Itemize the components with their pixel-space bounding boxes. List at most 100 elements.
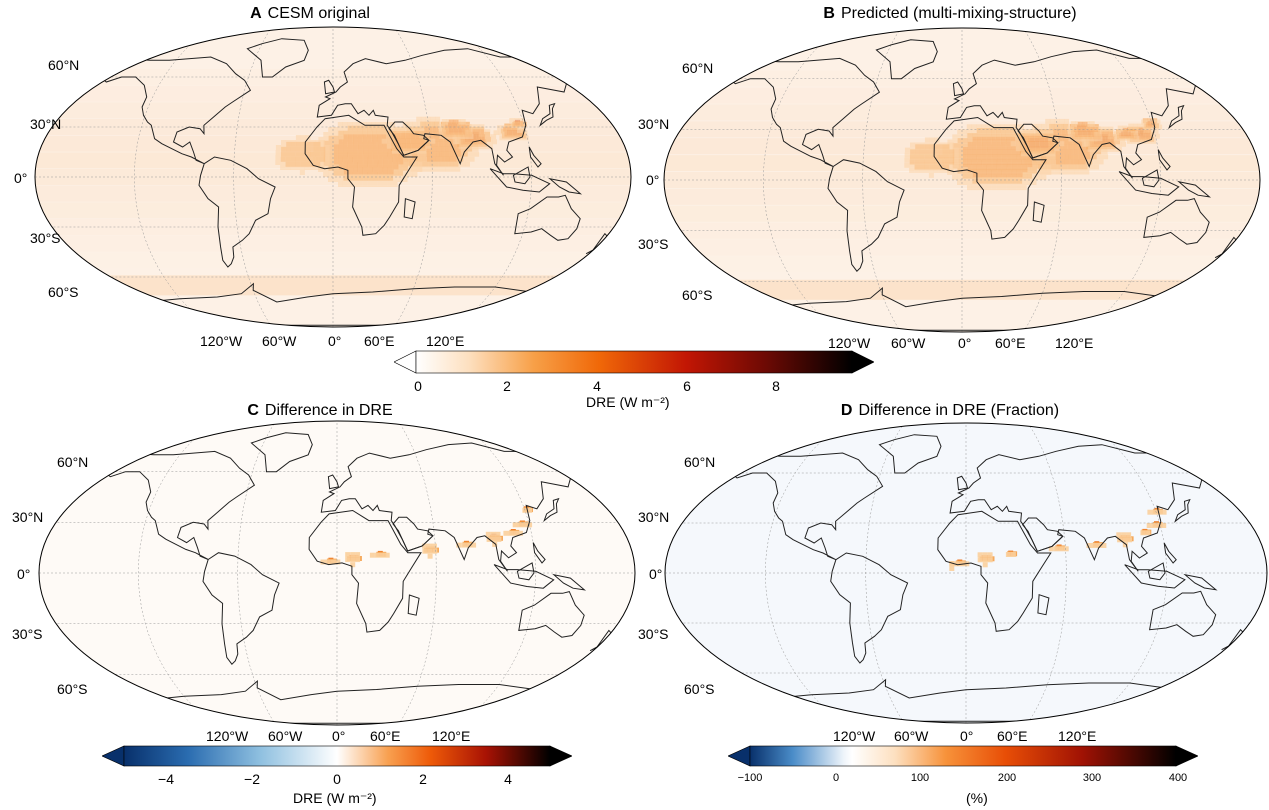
dust-cell (914, 152, 920, 158)
dust-cell (328, 172, 333, 177)
dust-cell (1122, 125, 1128, 131)
lon-label-120e: 120°E (432, 728, 471, 744)
dust-cell (1121, 141, 1126, 147)
dust-cell (392, 157, 398, 162)
dust-cell (333, 172, 338, 177)
dust-cell (387, 177, 393, 182)
dust-cell (324, 150, 330, 155)
dust-cell (464, 151, 470, 157)
dust-cell (347, 172, 353, 177)
dust-cell (450, 166, 456, 172)
dust-cell (468, 144, 474, 150)
dust-cell (929, 157, 935, 163)
dust-cell (450, 161, 456, 167)
dust-cell (1053, 149, 1059, 155)
dust-cell (440, 161, 446, 167)
dust-cell (1088, 154, 1094, 160)
dust-cell (1064, 159, 1070, 165)
dust-cell (430, 116, 436, 122)
dust-cell (456, 119, 461, 124)
dust-cell (953, 147, 959, 153)
dust-cell (347, 137, 353, 142)
dust-cell (914, 167, 920, 173)
dust-cell (425, 143, 431, 149)
coastline-north-america (103, 450, 256, 560)
dust-cell (425, 116, 431, 122)
dust-cell (480, 129, 486, 135)
dust-cell (411, 143, 417, 149)
dust-cell (377, 147, 383, 152)
dust-cell (1075, 121, 1081, 127)
dust-cell (1005, 139, 1011, 145)
dust-cell (1040, 151, 1046, 157)
coastline-philippines (1157, 149, 1171, 171)
dust-cell (508, 130, 513, 136)
dust-cell (438, 136, 444, 142)
dust-cell (924, 137, 930, 143)
dust-cell (939, 152, 945, 158)
dust-cell (323, 167, 329, 172)
dust-cell (1001, 169, 1007, 175)
dust-cell (996, 164, 1002, 170)
dust-cell (406, 143, 412, 149)
dust-cell (1021, 159, 1027, 165)
dust-cell (934, 162, 939, 168)
map-d (664, 422, 1268, 724)
dust-cell (1078, 136, 1084, 142)
dust-cell (1001, 154, 1007, 160)
dust-cell (371, 122, 376, 127)
dust-cell (1046, 169, 1052, 175)
dust-cell (439, 151, 445, 157)
dust-cell (1050, 123, 1056, 129)
dust-cell (367, 137, 372, 142)
dust-cell (391, 148, 397, 154)
dust-cell (417, 162, 423, 167)
dust-cell (909, 147, 915, 153)
dust-cell (371, 132, 377, 137)
dust-cell (1050, 159, 1056, 165)
lon-label-120w: 120°W (833, 728, 876, 744)
dust-cell (1076, 139, 1082, 145)
dust-cell (485, 531, 491, 537)
dust-cell (397, 157, 403, 162)
dust-cell (996, 154, 1002, 160)
dust-cell (1128, 123, 1134, 129)
dust-cell (320, 140, 325, 145)
dust-cell (1124, 135, 1130, 141)
lon-label-120e: 120°E (1055, 335, 1094, 351)
dust-cell (924, 152, 930, 158)
coastline-africa (937, 510, 1052, 632)
panel-a: A CESM original 60°N 30°N 0° 30°S 60°S 12… (0, 0, 640, 349)
dust-cell (425, 161, 431, 167)
dust-cell (1089, 121, 1095, 127)
dust-cell (474, 124, 480, 130)
dust-cell (352, 132, 358, 137)
dust-cell (290, 160, 296, 165)
coastline-indonesia (1124, 564, 1186, 589)
colorbar-diff-tick: 4 (504, 771, 512, 787)
dust-cell (1030, 154, 1036, 160)
dust-cell (409, 128, 415, 134)
dust-cell (929, 147, 935, 153)
dust-cell (300, 145, 306, 150)
dust-cell (333, 177, 338, 182)
dust-cell (280, 145, 286, 150)
dust-cell (1072, 131, 1078, 137)
lon-label-0: 0° (328, 333, 342, 349)
dust-cell (1006, 149, 1012, 155)
lon-label-0: 0° (958, 335, 972, 351)
dust-cell (380, 122, 386, 127)
dust-cell (1152, 509, 1158, 515)
dust-cell (1021, 154, 1027, 160)
dust-cell (390, 128, 396, 134)
dust-cell (300, 140, 306, 145)
dust-cell (415, 133, 421, 139)
dust-cell (966, 139, 972, 145)
dust-cell (909, 157, 915, 163)
dust-cell (405, 128, 411, 134)
dust-cell (934, 152, 940, 158)
dust-band (664, 188, 1260, 205)
coastline-uk (952, 81, 965, 97)
dust-cell (1129, 135, 1135, 141)
dust-cell (996, 169, 1002, 175)
